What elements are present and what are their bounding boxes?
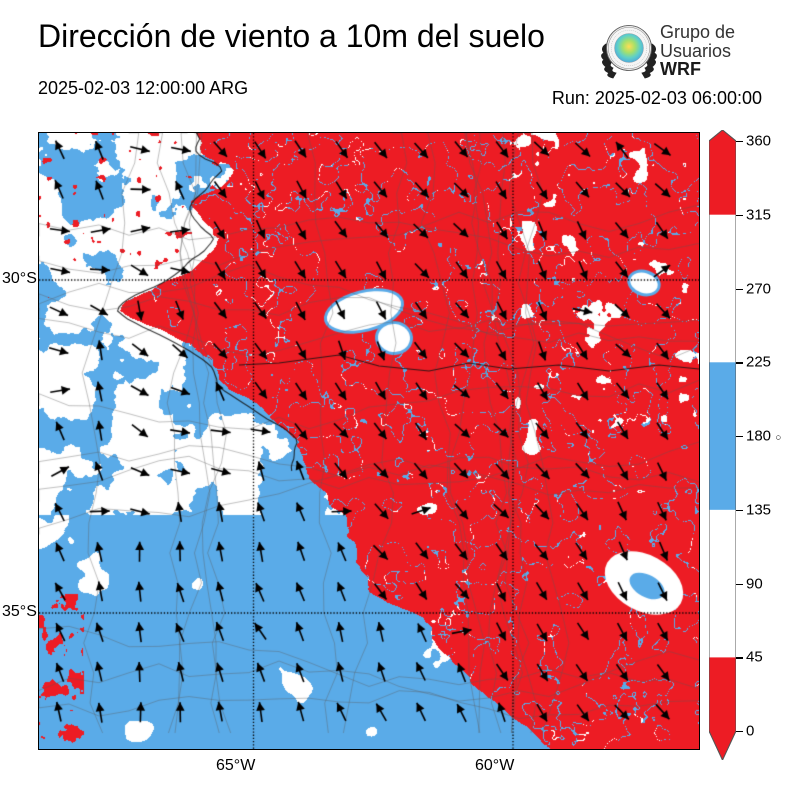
svg-text:Grupo de: Grupo de [660, 22, 735, 42]
svg-text:Usuarios: Usuarios [660, 41, 731, 61]
svg-text:WRF: WRF [660, 59, 701, 79]
